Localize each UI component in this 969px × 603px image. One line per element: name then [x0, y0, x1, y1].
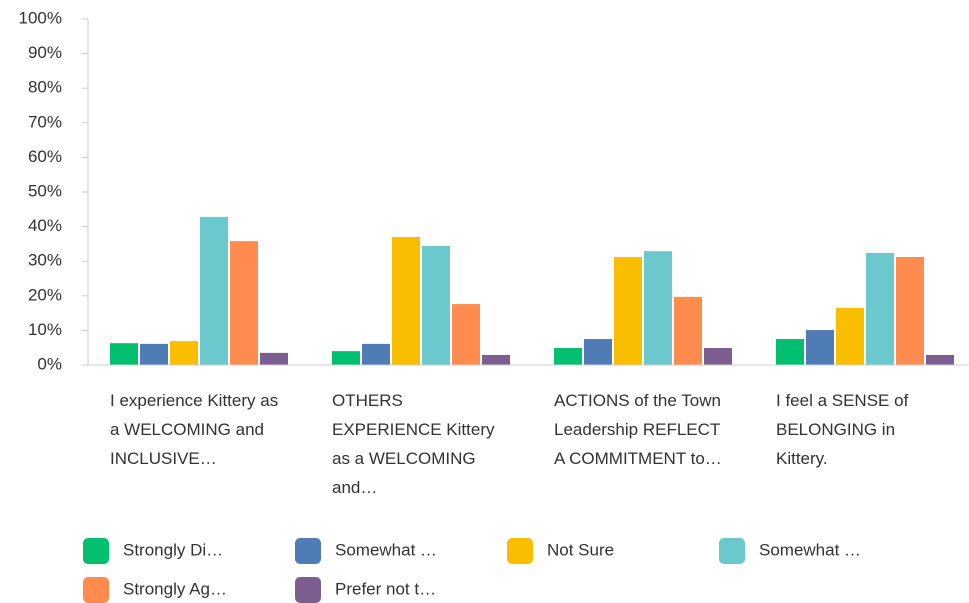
y-tick-label: 10%: [28, 320, 62, 339]
bar: [614, 257, 642, 365]
bar: [260, 352, 288, 365]
legend-label: Not Sure: [547, 540, 614, 559]
x-tick-line: INCLUSIVE…: [110, 449, 217, 468]
x-tick-line: I experience Kittery as: [110, 391, 278, 410]
legend-label: Strongly Ag…: [123, 579, 227, 598]
bar: [584, 339, 612, 365]
x-tick-line: Kittery.: [776, 449, 828, 468]
x-tick-label: ACTIONS of the Town Leadership REFLECT A C…: [554, 391, 722, 468]
legend-label: Strongly Di…: [123, 540, 223, 559]
x-tick-line: Leadership REFLECT: [554, 420, 720, 439]
y-tick-label: 0%: [37, 354, 62, 373]
bar: [140, 343, 168, 365]
bar: [200, 216, 228, 365]
legend-swatch: [295, 577, 321, 603]
bar: [230, 241, 258, 365]
bar: [110, 343, 138, 365]
bar: [554, 348, 582, 365]
x-tick-line: A COMMITMENT to…: [554, 449, 722, 468]
x-tick-label: OTHERS EXPERIENCE Kittery as a WELCOMING an…: [332, 391, 495, 497]
legend-swatch: [507, 538, 533, 564]
y-tick-label: 40%: [28, 216, 62, 235]
x-tick-line: as a WELCOMING: [332, 449, 476, 468]
bar: [170, 341, 198, 365]
bar: [866, 252, 894, 365]
x-tick-line: OTHERS: [332, 391, 403, 410]
bar: [704, 348, 732, 365]
bar: [806, 330, 834, 365]
legend-swatch: [83, 577, 109, 603]
x-tick-line: ACTIONS of the Town: [554, 391, 721, 410]
y-tick-label: 90%: [28, 43, 62, 62]
bar: [362, 343, 390, 365]
bar: [422, 245, 450, 365]
bar: [452, 304, 480, 365]
legend-label: Somewhat …: [759, 540, 861, 559]
legend-swatch: [295, 538, 321, 564]
bar: [836, 307, 864, 365]
y-tick-label: 60%: [28, 147, 62, 166]
bar: [392, 236, 420, 365]
bar: [896, 257, 924, 365]
bar: [674, 296, 702, 365]
x-tick-line: EXPERIENCE Kittery: [332, 420, 495, 439]
y-tick-label: 80%: [28, 78, 62, 97]
x-tick-line: BELONGING in: [776, 420, 895, 439]
bar: [644, 251, 672, 365]
y-tick-label: 70%: [28, 112, 62, 131]
bar: [776, 339, 804, 365]
y-tick-label: 50%: [28, 181, 62, 200]
x-tick-line: I feel a SENSE of: [776, 391, 909, 410]
legend-swatch: [719, 538, 745, 564]
x-tick-label: I feel a SENSE of BELONGING in Kittery.: [776, 391, 909, 468]
bar: [332, 351, 360, 365]
bar: [482, 354, 510, 365]
legend-label: Prefer not t…: [335, 579, 436, 598]
x-tick-label: I experience Kittery as a WELCOMING and IN…: [110, 391, 278, 468]
bar: [926, 354, 954, 365]
legend-swatch: [83, 538, 109, 564]
legend-label: Somewhat …: [335, 540, 437, 559]
x-tick-line: a WELCOMING and: [110, 420, 264, 439]
y-tick-label: 30%: [28, 251, 62, 270]
y-tick-label: 20%: [28, 285, 62, 304]
x-tick-line: and…: [332, 478, 377, 497]
y-tick-label: 100%: [19, 8, 62, 27]
